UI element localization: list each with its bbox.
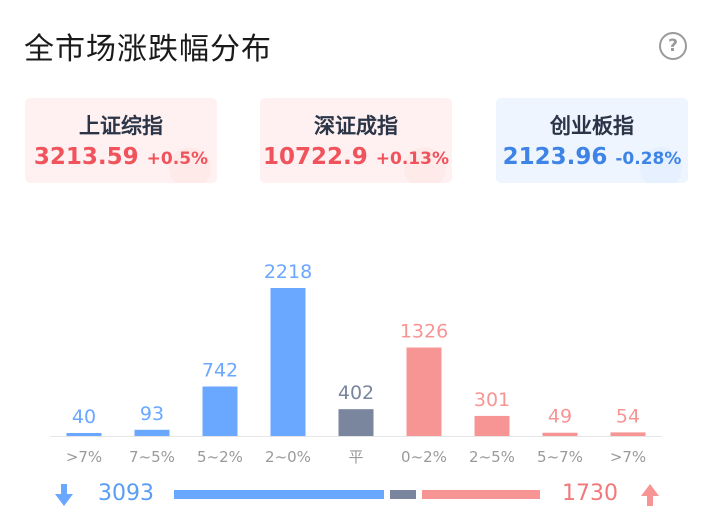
- index-name: 深证成指: [314, 114, 398, 138]
- rise-ratio-bar: [422, 490, 540, 499]
- index-name: 创业板指: [550, 114, 634, 138]
- arrow-up-icon: [641, 484, 659, 506]
- bar-value-label: 54: [616, 405, 640, 427]
- category-tick-label: 5~2%: [197, 448, 243, 466]
- bar-8[interactable]: [610, 432, 646, 436]
- bar-4[interactable]: [338, 409, 374, 436]
- bar-value-label: 49: [548, 406, 572, 428]
- index-value: 2123.96: [502, 144, 608, 170]
- bar-value-label: 1326: [400, 321, 448, 343]
- category-tick-label: 7~5%: [129, 448, 175, 466]
- category-tick-label: 2~5%: [469, 448, 515, 466]
- bar-5[interactable]: [406, 347, 442, 436]
- rise-fall-summary: 3093 1730: [0, 478, 711, 514]
- bar-value-label: 40: [72, 406, 96, 428]
- fall-count: 3093: [98, 481, 154, 506]
- category-tick-label: 5~7%: [537, 448, 583, 466]
- card-decoration: [404, 147, 446, 183]
- index-change: -0.28%: [615, 149, 682, 169]
- bar-value-label: 93: [140, 403, 164, 425]
- rise-count: 1730: [562, 481, 618, 506]
- arrow-down-icon: [55, 484, 73, 506]
- bar-value-label: 402: [338, 382, 374, 404]
- fall-ratio-bar: [174, 490, 384, 499]
- index-name: 上证综指: [79, 114, 163, 138]
- category-tick-label: 2~0%: [265, 448, 311, 466]
- index-change: +0.13%: [375, 149, 449, 169]
- flat-ratio-bar: [390, 490, 416, 499]
- index-change: +0.5%: [146, 149, 209, 169]
- distribution-chart: 40 >7% 93 7~5% 742 5~2% 2218 2~0% 402 平 1326 0~2% 30…: [50, 261, 662, 466]
- category-tick-label: 平: [348, 448, 363, 466]
- bar-7[interactable]: [542, 432, 578, 436]
- bar-1[interactable]: [134, 429, 170, 436]
- card-decoration: [169, 147, 211, 183]
- index-value: 3213.59: [33, 144, 139, 170]
- index-card-chinext[interactable]: 创业板指 2123.96 -0.28%: [496, 98, 688, 183]
- bar-value-label: 301: [474, 389, 510, 411]
- bar-value-label: 2218: [264, 261, 312, 283]
- category-tick-label: >7%: [66, 448, 102, 466]
- bar-6[interactable]: [474, 415, 510, 436]
- category-tick-label: 0~2%: [401, 448, 447, 466]
- bar-3[interactable]: [270, 288, 306, 436]
- index-value: 10722.9: [263, 144, 368, 170]
- category-tick-label: >7%: [610, 448, 646, 466]
- index-card-shenzhen[interactable]: 深证成指 10722.9 +0.13%: [260, 98, 452, 183]
- index-card-shanghai[interactable]: 上证综指 3213.59 +0.5%: [25, 98, 217, 183]
- bar-value-label: 742: [202, 359, 238, 381]
- card-decoration: [640, 147, 682, 183]
- bar-2[interactable]: [202, 386, 238, 436]
- help-icon[interactable]: ?: [659, 32, 687, 60]
- bar-0[interactable]: [66, 433, 102, 436]
- page-title: 全市场涨跌幅分布: [24, 32, 272, 67]
